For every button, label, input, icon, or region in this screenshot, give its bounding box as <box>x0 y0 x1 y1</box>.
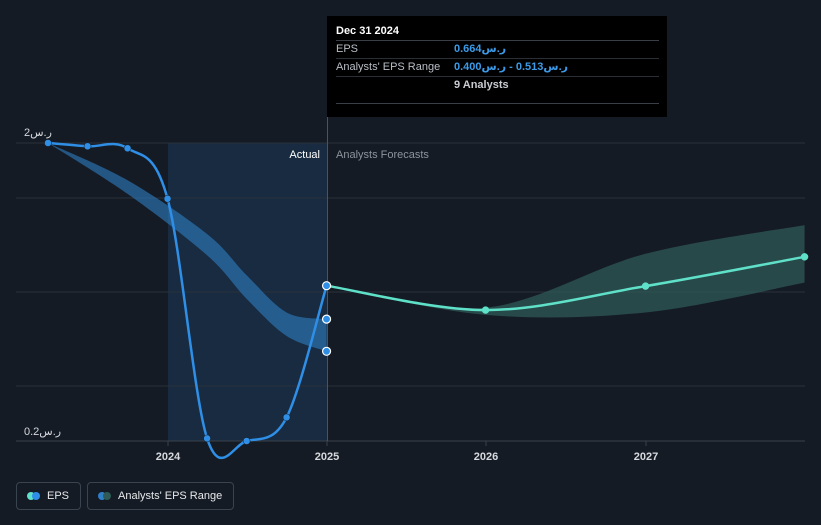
tooltip-range-label: Analysts' EPS Range <box>336 61 441 73</box>
x-tick-label-2025: 2025 <box>315 451 339 463</box>
eps-point-actual-6 <box>282 413 291 422</box>
tooltip-eps-row: EPS ر.س0.664 <box>336 41 659 59</box>
x-tick-label-2026: 2026 <box>474 451 498 463</box>
legend-eps-label: EPS <box>47 490 70 502</box>
eps-point-forecast-3 <box>800 253 809 261</box>
eps-tooltip: Dec 31 2024 EPS ر.س0.664 Analysts' EPS R… <box>327 16 667 117</box>
x-tick-label-2024: 2024 <box>156 451 181 463</box>
tooltip-analysts-row: 9 Analysts <box>336 77 659 104</box>
legend-range-dot-actual <box>98 492 106 500</box>
x-tick-label-2027: 2027 <box>634 451 658 463</box>
section-label-forecast: Analysts Forecasts <box>336 149 429 161</box>
legend-eps-dot-forecast <box>27 492 35 500</box>
range-endpoint-0 <box>321 314 332 324</box>
eps-point-actual-5 <box>242 437 251 445</box>
legend-range-label: Analysts' EPS Range <box>118 490 223 502</box>
eps-point-highlight <box>321 281 332 291</box>
y-label-bottom: ر.س0.2 <box>24 426 61 438</box>
legend-eps-swatch <box>27 492 41 500</box>
eps-line-forecast <box>325 255 806 312</box>
tooltip-eps-label: EPS <box>336 43 359 55</box>
tooltip-analysts-count: 9 Analysts <box>454 79 509 91</box>
eps-point-actual-2 <box>123 144 132 153</box>
legend-eps-button[interactable]: EPS <box>16 482 81 510</box>
eps-point-actual-4 <box>203 434 211 443</box>
range-band-forecast <box>326 225 805 318</box>
tooltip-date: Dec 31 2024 <box>336 24 659 41</box>
range-endpoint-1 <box>321 346 332 356</box>
tooltip-eps-value: ر.س0.664 <box>454 43 507 55</box>
eps-point-actual-1 <box>83 142 92 151</box>
eps-point-forecast-2 <box>641 282 650 290</box>
tooltip-range-row: Analysts' EPS Range ر.س0.513 - ر.س0.400 <box>336 59 659 77</box>
tooltip-range-value: ر.س0.513 - ر.س0.400 <box>454 61 568 73</box>
section-label-actual: Actual <box>289 149 320 161</box>
legend-eps-dot-actual <box>32 492 40 500</box>
legend-range-button[interactable]: Analysts' EPS Range <box>87 482 234 510</box>
legend-range-dot-forecast <box>103 492 111 500</box>
eps-point-actual-0 <box>44 139 52 147</box>
eps-point-actual-3 <box>163 195 172 203</box>
range-band-actual <box>48 143 327 352</box>
eps-point-forecast-1 <box>481 306 490 314</box>
y-label-top: ر.س2 <box>24 127 52 139</box>
legend-range-swatch <box>98 492 112 500</box>
